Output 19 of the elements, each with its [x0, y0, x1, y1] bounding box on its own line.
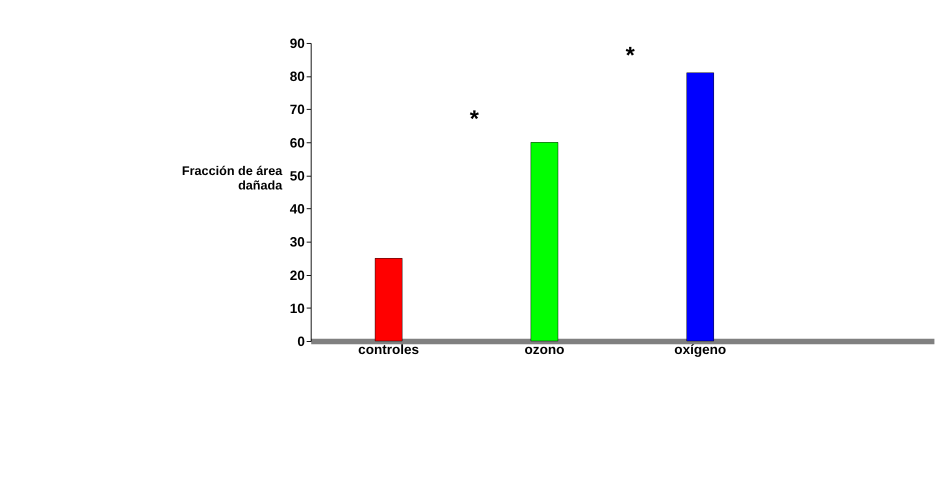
y-tick-label: 20: [290, 268, 305, 283]
bar: [530, 142, 558, 342]
y-tick-label: 40: [290, 202, 305, 217]
y-tick-label: 80: [290, 69, 305, 84]
y-tick-label: 60: [290, 135, 305, 150]
bar: [686, 72, 714, 342]
y-tick-label: 10: [290, 300, 305, 316]
bar: [374, 258, 402, 342]
y-tick-label: 0: [297, 334, 305, 350]
y-tick-label: 50: [290, 168, 305, 184]
annotation: *: [626, 42, 636, 68]
y-tick-label: 90: [290, 36, 305, 51]
y-axis-title: Fracción de área dañada: [182, 164, 284, 192]
x-tick-label: oxígeno: [674, 342, 726, 358]
y-tick-label: 70: [290, 102, 305, 118]
x-tick-label: controles: [358, 342, 420, 358]
y-tick-label: 30: [290, 234, 305, 250]
x-tick-label: ozono: [524, 342, 564, 358]
annotation: *: [470, 105, 480, 132]
